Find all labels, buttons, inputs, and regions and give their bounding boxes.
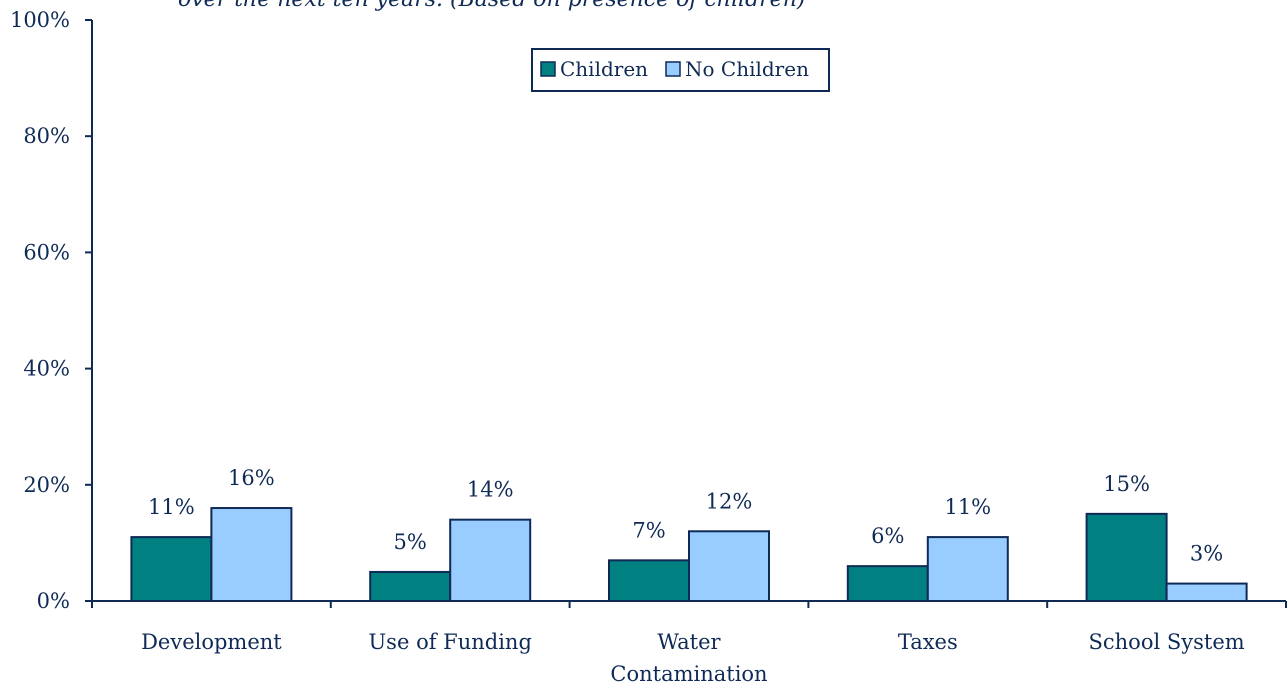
bar-children <box>369 570 452 603</box>
legend-swatch <box>540 61 556 77</box>
bar-children <box>846 565 929 603</box>
data-label: 7% <box>632 518 665 542</box>
chart-bars <box>130 507 1248 603</box>
data-label: 5% <box>394 530 427 554</box>
y-tick-label: 40% <box>23 357 70 381</box>
y-tick-label: 60% <box>23 240 70 264</box>
data-label: 3% <box>1190 542 1223 566</box>
chart-value-labels: 11% 5% 7% 6% 15% 16% 14% 12% 11% 3% <box>148 466 1223 566</box>
legend-label: Children <box>560 57 648 81</box>
legend-swatch <box>665 61 681 77</box>
data-label: 15% <box>1103 472 1150 496</box>
data-label: 11% <box>148 495 195 519</box>
y-tick-label: 100% <box>10 8 70 32</box>
data-label: 12% <box>706 489 753 513</box>
y-tick-label: 80% <box>23 124 70 148</box>
x-category-label: Contamination <box>610 662 767 686</box>
bar-no-children <box>449 518 532 602</box>
bar-no-children <box>688 530 770 603</box>
data-label: 6% <box>871 524 904 548</box>
x-category-label: Taxes <box>898 630 958 654</box>
legend-label: No Children <box>685 57 809 81</box>
y-tick-label: 0% <box>37 589 70 613</box>
chart-axes: 0% 20% 40% 60% 80% 100% Development Use of Fund… <box>10 8 1287 686</box>
bar-no-children <box>210 507 293 603</box>
bar-children <box>1085 512 1168 602</box>
x-category-label: Development <box>141 630 282 654</box>
chart-title: over the next ten years. (Based on prese… <box>178 0 805 12</box>
x-category-label: School System <box>1089 630 1245 654</box>
chart-legend: Children No Children <box>531 48 830 92</box>
data-label: 11% <box>944 495 991 519</box>
bar-children <box>608 559 690 603</box>
bar-children <box>130 536 213 603</box>
x-category-label: Use of Funding <box>368 630 531 654</box>
bar-no-children <box>1165 582 1248 603</box>
bar-no-children <box>926 536 1009 603</box>
y-tick-label: 20% <box>23 473 70 497</box>
data-label: 14% <box>467 478 514 502</box>
data-label: 16% <box>228 466 275 490</box>
x-category-label: Water <box>657 630 721 654</box>
